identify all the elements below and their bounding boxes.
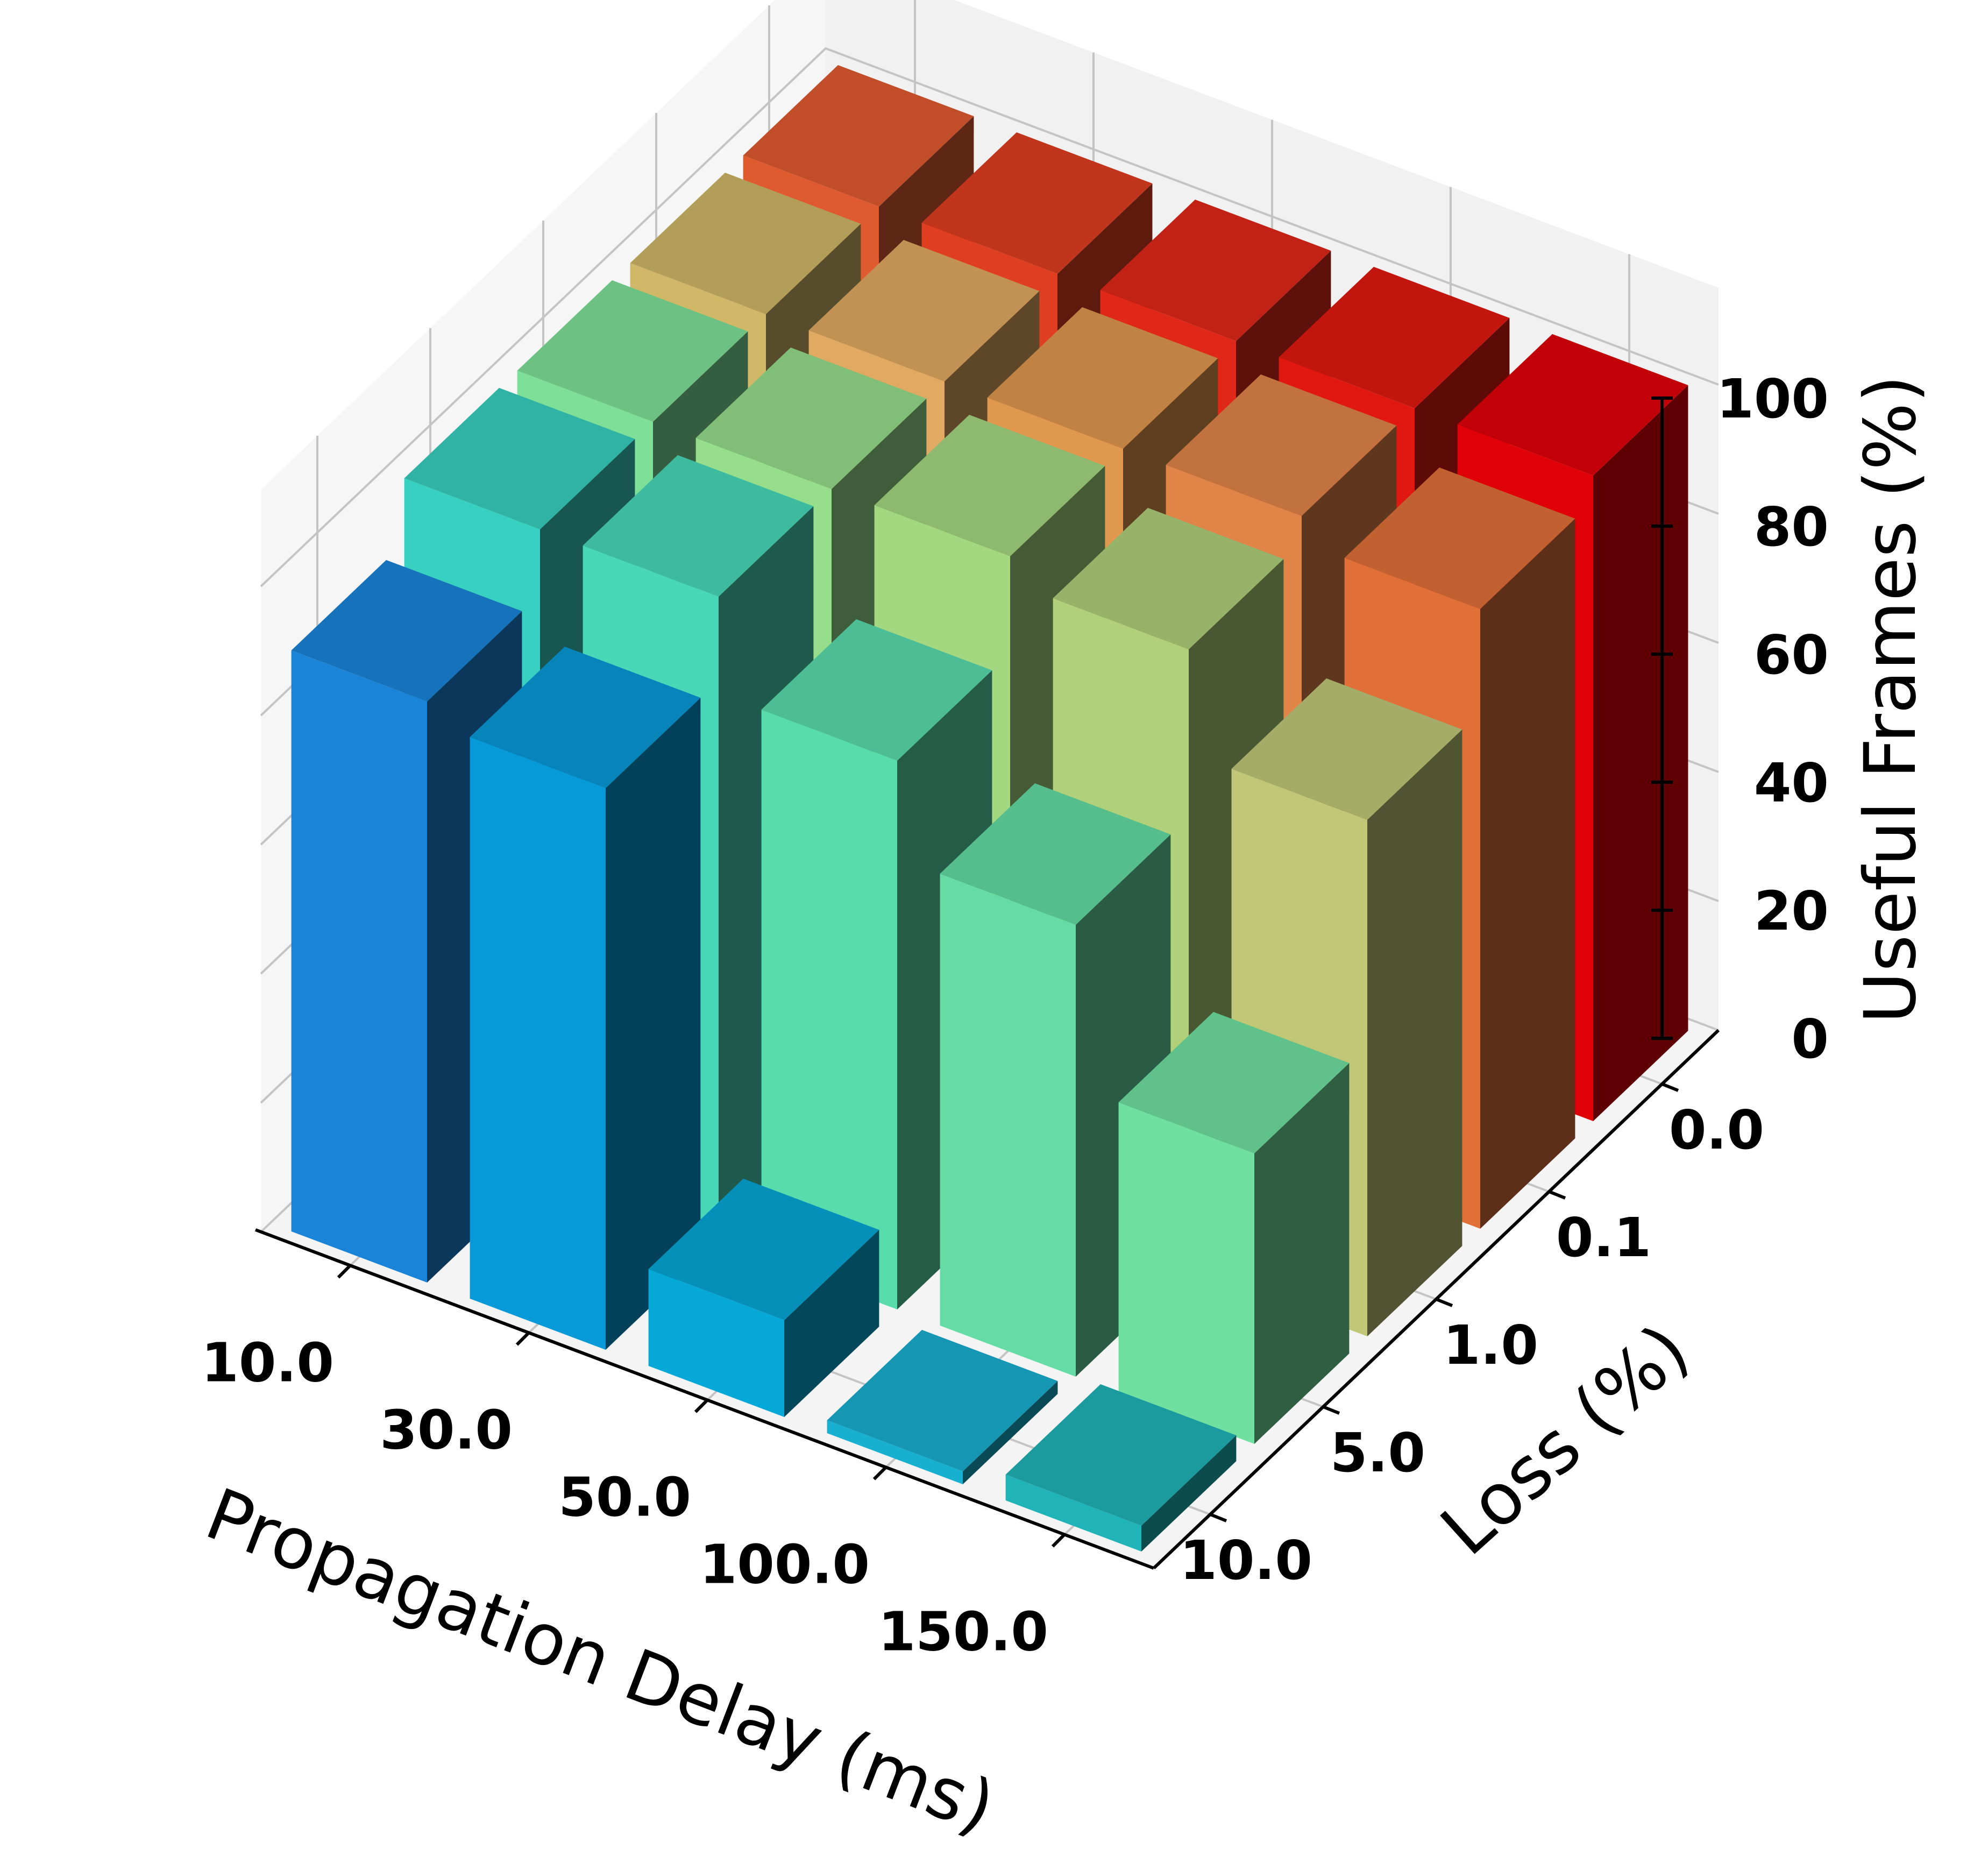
z-tick-label: 40: [1754, 752, 1829, 814]
bar-top-face: [630, 173, 861, 314]
x-tick-label: 10.0: [201, 1331, 334, 1394]
bar-front-face: [1005, 1475, 1141, 1552]
bar-side-face: [1593, 385, 1688, 1121]
bar-top-face: [517, 280, 748, 422]
bar-front-face: [827, 1420, 963, 1484]
y-tick-mark: [1322, 1405, 1340, 1415]
bar-top-face: [1005, 1384, 1237, 1526]
x-tick-mark: [1051, 1533, 1066, 1548]
bar-top-face: [987, 307, 1218, 449]
z-axis-label: Useful Frames (%): [1849, 375, 1932, 1024]
bar-side-face: [1141, 1435, 1237, 1552]
bar: [827, 1330, 1058, 1484]
x-tick-mark: [515, 1331, 530, 1346]
x-tick-mark: [694, 1399, 709, 1413]
bar-top-face: [1166, 374, 1397, 516]
bar-top-face: [648, 1179, 879, 1320]
bar-front-face: [1118, 1102, 1254, 1444]
y-tick-mark: [1435, 1298, 1453, 1307]
bar-top-face: [1231, 678, 1462, 820]
x-tick-label: 150.0: [878, 1600, 1048, 1663]
bar-top-face: [808, 240, 1040, 381]
bar-front-face: [940, 874, 1076, 1377]
z-tick-label: 80: [1754, 495, 1829, 558]
bar-top-face: [1279, 267, 1510, 408]
bar-top-face: [827, 1330, 1058, 1471]
bar-side-face: [1254, 1063, 1350, 1444]
bar: [1118, 1012, 1350, 1444]
bar-top-face: [291, 560, 522, 702]
bar-top-face: [1118, 1012, 1350, 1153]
z-tick-label: 20: [1754, 880, 1829, 943]
bar-side-face: [1367, 729, 1462, 1336]
bar-top-face: [583, 455, 814, 597]
bar-top-face: [761, 619, 992, 761]
bar-front-face: [470, 737, 606, 1350]
y-tick-mark: [1209, 1513, 1227, 1522]
chart-bars: [291, 65, 1688, 1552]
bar-top-face: [1344, 467, 1575, 609]
bar-top-face: [404, 388, 635, 529]
y-tick-label: 0.0: [1669, 1099, 1764, 1161]
z-tick-label: 0: [1791, 1008, 1829, 1071]
y-tick-label: 0.1: [1556, 1206, 1651, 1269]
bar-top-face: [695, 348, 927, 489]
bar-top-face: [1457, 334, 1688, 476]
x-tick-label: 100.0: [700, 1533, 870, 1596]
bar: [470, 647, 701, 1350]
bar-top-face: [874, 415, 1105, 556]
bar-side-face: [963, 1381, 1058, 1484]
y-tick-label: 10.0: [1180, 1529, 1312, 1592]
bar-top-face: [1053, 508, 1284, 649]
x-tick-mark: [337, 1264, 352, 1279]
bar: [1005, 1384, 1237, 1552]
bar-top-face: [1100, 200, 1331, 341]
x-axis-line: [254, 1228, 1155, 1570]
bar-front-face: [761, 710, 897, 1309]
bar-top-face: [940, 783, 1171, 925]
bar-top-face: [921, 132, 1153, 274]
bar-side-face: [606, 698, 701, 1350]
y-tick-label: 5.0: [1330, 1421, 1425, 1484]
bar: [648, 1179, 879, 1417]
bar-top-face: [470, 647, 701, 788]
z-tick-label: 60: [1754, 624, 1829, 686]
y-tick-mark: [1548, 1190, 1566, 1200]
bar-top-face: [743, 65, 974, 207]
y-tick-mark: [1661, 1082, 1679, 1092]
x-tick-mark: [872, 1466, 888, 1480]
bar-front-face: [291, 650, 427, 1283]
x-tick-label: 50.0: [558, 1466, 691, 1529]
z-gridline: [260, 47, 1719, 587]
y-tick-label: 1.0: [1443, 1314, 1538, 1377]
bar-side-face: [1480, 519, 1575, 1229]
bar-side-face: [784, 1230, 879, 1417]
x-tick-label: 30.0: [380, 1399, 513, 1462]
z-tick-label: 100: [1716, 367, 1829, 430]
bar-front-face: [648, 1269, 784, 1417]
